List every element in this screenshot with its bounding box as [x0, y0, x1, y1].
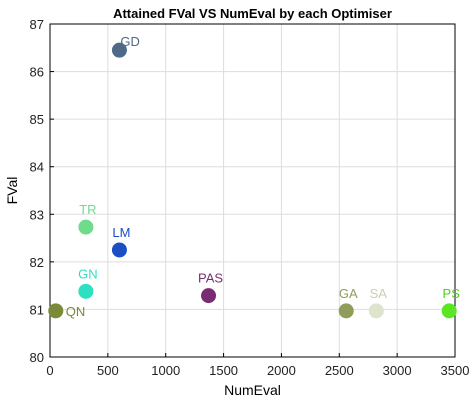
grid	[49, 23, 456, 358]
point-label-gd: GD	[120, 34, 140, 49]
point-lm	[111, 242, 127, 258]
y-tick-label: 82	[30, 255, 44, 270]
data-points: GD TR LM GN QN PAS GA SA PS	[48, 34, 460, 319]
point-label-gn: GN	[78, 266, 98, 281]
x-tick-label: 1500	[209, 363, 238, 378]
point-label-pas: PAS	[198, 271, 223, 286]
chart-title: Attained FVal VS NumEval by each Optimis…	[113, 6, 392, 21]
y-tick-label: 85	[30, 112, 44, 127]
point-gd	[111, 42, 127, 58]
point-sa	[368, 303, 384, 319]
x-tick-label: 2500	[325, 363, 354, 378]
point-label-sa: SA	[370, 286, 388, 301]
point-label-ps: PS	[443, 286, 461, 301]
point-pas	[201, 288, 217, 304]
x-tick-label: 2000	[267, 363, 296, 378]
point-gn	[78, 283, 94, 299]
x-axis-label: NumEval	[224, 382, 281, 398]
x-tick-label: 500	[97, 363, 119, 378]
y-tick-label: 83	[30, 207, 44, 222]
point-tr	[78, 219, 94, 235]
point-ga	[338, 303, 354, 319]
y-tick-label: 87	[30, 17, 44, 32]
point-ps	[441, 303, 457, 319]
y-axis-label: FVal	[4, 177, 20, 205]
point-label-ga: GA	[339, 286, 358, 301]
x-tick-label: 1000	[151, 363, 180, 378]
y-tick-label: 84	[30, 160, 44, 175]
x-tick-label: 3500	[441, 363, 470, 378]
y-tick-label: 80	[30, 350, 44, 365]
x-tick-label: 0	[46, 363, 53, 378]
x-axis: 0 500 1000 1500 2000 2500 3000 3500	[46, 353, 469, 378]
y-tick-label: 81	[30, 302, 44, 317]
y-tick-label: 86	[30, 65, 44, 80]
point-label-tr: TR	[79, 202, 96, 217]
x-tick-label: 3000	[383, 363, 412, 378]
point-qn	[48, 303, 64, 319]
plot-frame	[49, 23, 456, 358]
point-label-lm: LM	[112, 225, 130, 240]
point-label-qn: QN	[66, 304, 86, 319]
